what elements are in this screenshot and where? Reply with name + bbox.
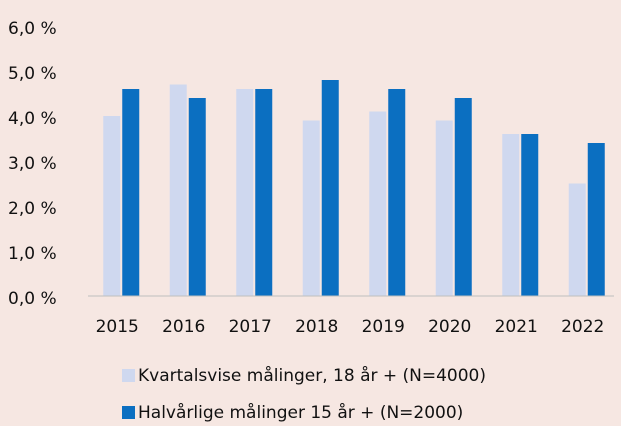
y-tick-label: 2,0 % (8, 199, 57, 219)
bar (502, 134, 520, 296)
x-tick-label: 2020 (428, 317, 471, 337)
x-tick-label: 2022 (561, 317, 604, 337)
bar (435, 120, 453, 296)
x-tick-label: 2021 (495, 317, 538, 337)
legend-swatch (122, 369, 135, 382)
bar (521, 134, 539, 296)
y-tick-label: 4,0 % (8, 109, 57, 129)
bar (587, 143, 605, 296)
x-tick-label: 2018 (295, 317, 338, 337)
legend-swatch (122, 406, 135, 419)
bar (568, 183, 586, 296)
bar (454, 98, 472, 296)
bar (321, 80, 339, 296)
bar (236, 89, 254, 296)
x-tick-label: 2016 (162, 317, 205, 337)
y-tick-label: 6,0 % (8, 19, 57, 39)
y-tick-label: 0,0 % (8, 289, 57, 309)
y-tick-label: 3,0 % (8, 154, 57, 174)
bar (103, 116, 121, 296)
bar (169, 84, 187, 296)
bar (188, 98, 206, 296)
y-tick-label: 1,0 % (8, 244, 57, 264)
x-tick-label: 2017 (229, 317, 272, 337)
bar (388, 89, 406, 296)
legend-label: Kvartalsvise målinger, 18 år + (N=4000) (138, 365, 486, 386)
y-tick-label: 5,0 % (8, 64, 57, 84)
bar (255, 89, 273, 296)
bar (122, 89, 140, 296)
bar (369, 111, 387, 296)
x-tick-label: 2015 (96, 317, 139, 337)
legend-label: Halvårlige målinger 15 år + (N=2000) (138, 402, 463, 423)
bar (302, 120, 320, 296)
x-tick-label: 2019 (362, 317, 405, 337)
